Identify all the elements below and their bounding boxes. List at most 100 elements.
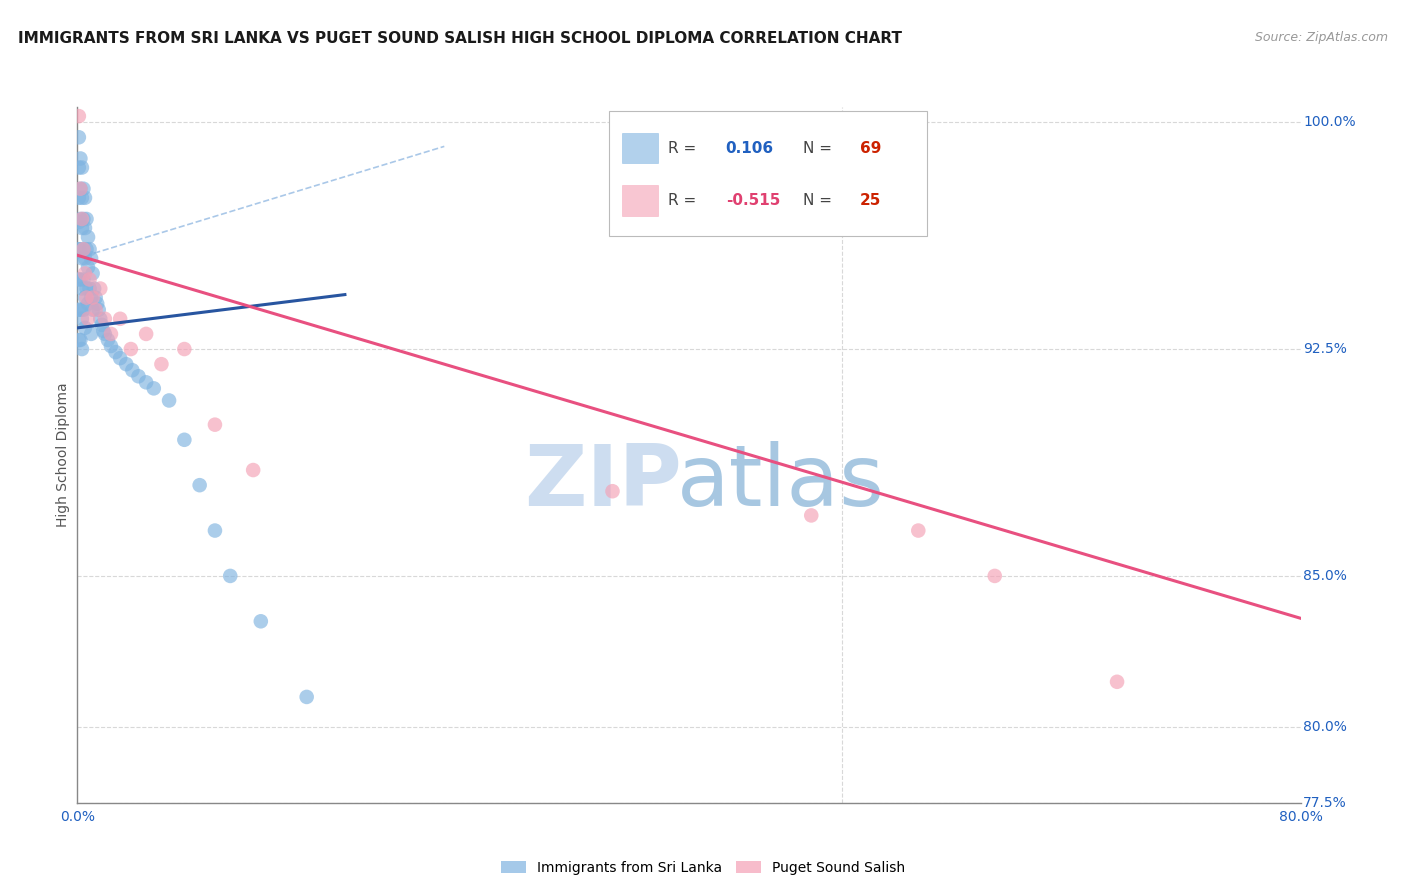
Point xyxy=(150,357,173,371)
Point xyxy=(73,252,96,266)
Point xyxy=(67,242,90,256)
Point xyxy=(80,291,103,305)
Text: R =: R = xyxy=(668,141,702,155)
Text: 92.5%: 92.5% xyxy=(1303,342,1347,356)
Point xyxy=(70,342,93,356)
Point xyxy=(67,130,90,145)
Point xyxy=(72,242,94,256)
Point xyxy=(242,463,264,477)
Point xyxy=(67,109,90,123)
Point xyxy=(121,363,143,377)
Text: IMMIGRANTS FROM SRI LANKA VS PUGET SOUND SALISH HIGH SCHOOL DIPLOMA CORRELATION : IMMIGRANTS FROM SRI LANKA VS PUGET SOUND… xyxy=(18,31,903,46)
Point xyxy=(602,484,624,499)
Point xyxy=(72,242,94,256)
Point xyxy=(82,267,104,281)
Point xyxy=(188,478,211,492)
Point xyxy=(67,191,90,205)
Point xyxy=(120,342,142,356)
FancyBboxPatch shape xyxy=(621,133,658,163)
Point xyxy=(77,311,100,326)
Text: N =: N = xyxy=(803,141,837,155)
Point xyxy=(69,152,91,166)
Text: 85.0%: 85.0% xyxy=(1303,569,1347,582)
FancyBboxPatch shape xyxy=(609,111,928,235)
Point xyxy=(82,291,104,305)
Point xyxy=(70,252,93,266)
Point xyxy=(127,369,149,384)
Point xyxy=(204,524,226,538)
Point xyxy=(67,161,90,175)
Point xyxy=(67,302,90,317)
Point xyxy=(76,242,98,256)
Point xyxy=(76,211,98,226)
Point xyxy=(69,211,91,226)
Text: atlas: atlas xyxy=(676,442,884,524)
Point xyxy=(77,260,100,275)
Point xyxy=(87,302,110,317)
Point xyxy=(73,191,96,205)
Text: 100.0%: 100.0% xyxy=(1303,115,1355,129)
Point xyxy=(73,267,96,281)
Point xyxy=(70,311,93,326)
Point xyxy=(70,211,93,226)
Point xyxy=(79,272,101,286)
Point xyxy=(72,302,94,317)
Point xyxy=(70,281,93,295)
Point xyxy=(83,281,105,295)
Point xyxy=(94,311,117,326)
Point xyxy=(250,615,273,629)
Point xyxy=(108,351,131,365)
Point xyxy=(157,393,180,408)
Text: 80.0%: 80.0% xyxy=(1303,720,1347,734)
Point xyxy=(77,230,100,244)
Point xyxy=(100,339,122,353)
Point xyxy=(219,569,242,583)
Point xyxy=(80,326,103,341)
Text: 69: 69 xyxy=(860,141,882,155)
Point xyxy=(70,191,93,205)
Point xyxy=(108,311,131,326)
Point xyxy=(67,272,90,286)
Point xyxy=(1107,674,1129,689)
Point xyxy=(67,333,90,347)
Text: -0.515: -0.515 xyxy=(725,194,780,208)
Y-axis label: High School Diploma: High School Diploma xyxy=(56,383,70,527)
Point xyxy=(70,161,93,175)
Point xyxy=(69,182,91,196)
Point xyxy=(800,508,823,523)
Point xyxy=(82,302,104,317)
Point xyxy=(69,302,91,317)
Point xyxy=(70,221,93,235)
Point xyxy=(76,281,98,295)
Point xyxy=(984,569,1007,583)
Point xyxy=(135,326,157,341)
Point xyxy=(100,326,122,341)
Text: 0.106: 0.106 xyxy=(725,141,773,155)
Point xyxy=(77,296,100,310)
Point xyxy=(72,182,94,196)
Point xyxy=(84,291,107,305)
Point xyxy=(69,182,91,196)
Point xyxy=(69,242,91,256)
Text: Source: ZipAtlas.com: Source: ZipAtlas.com xyxy=(1254,31,1388,45)
Point xyxy=(89,281,111,295)
Point xyxy=(907,524,929,538)
Point xyxy=(79,242,101,256)
Point xyxy=(73,321,96,335)
Text: R =: R = xyxy=(668,194,702,208)
Point xyxy=(67,215,90,229)
Point xyxy=(173,342,195,356)
Point xyxy=(72,272,94,286)
Legend: Immigrants from Sri Lanka, Puget Sound Salish: Immigrants from Sri Lanka, Puget Sound S… xyxy=(495,855,911,880)
Point xyxy=(115,357,138,371)
Point xyxy=(204,417,226,432)
Point xyxy=(73,291,96,305)
Point xyxy=(69,333,91,347)
Point xyxy=(135,376,157,390)
Point xyxy=(91,324,114,338)
Point xyxy=(97,333,120,347)
FancyBboxPatch shape xyxy=(621,186,658,216)
Point xyxy=(69,272,91,286)
Point xyxy=(86,296,108,310)
Point xyxy=(73,221,96,235)
